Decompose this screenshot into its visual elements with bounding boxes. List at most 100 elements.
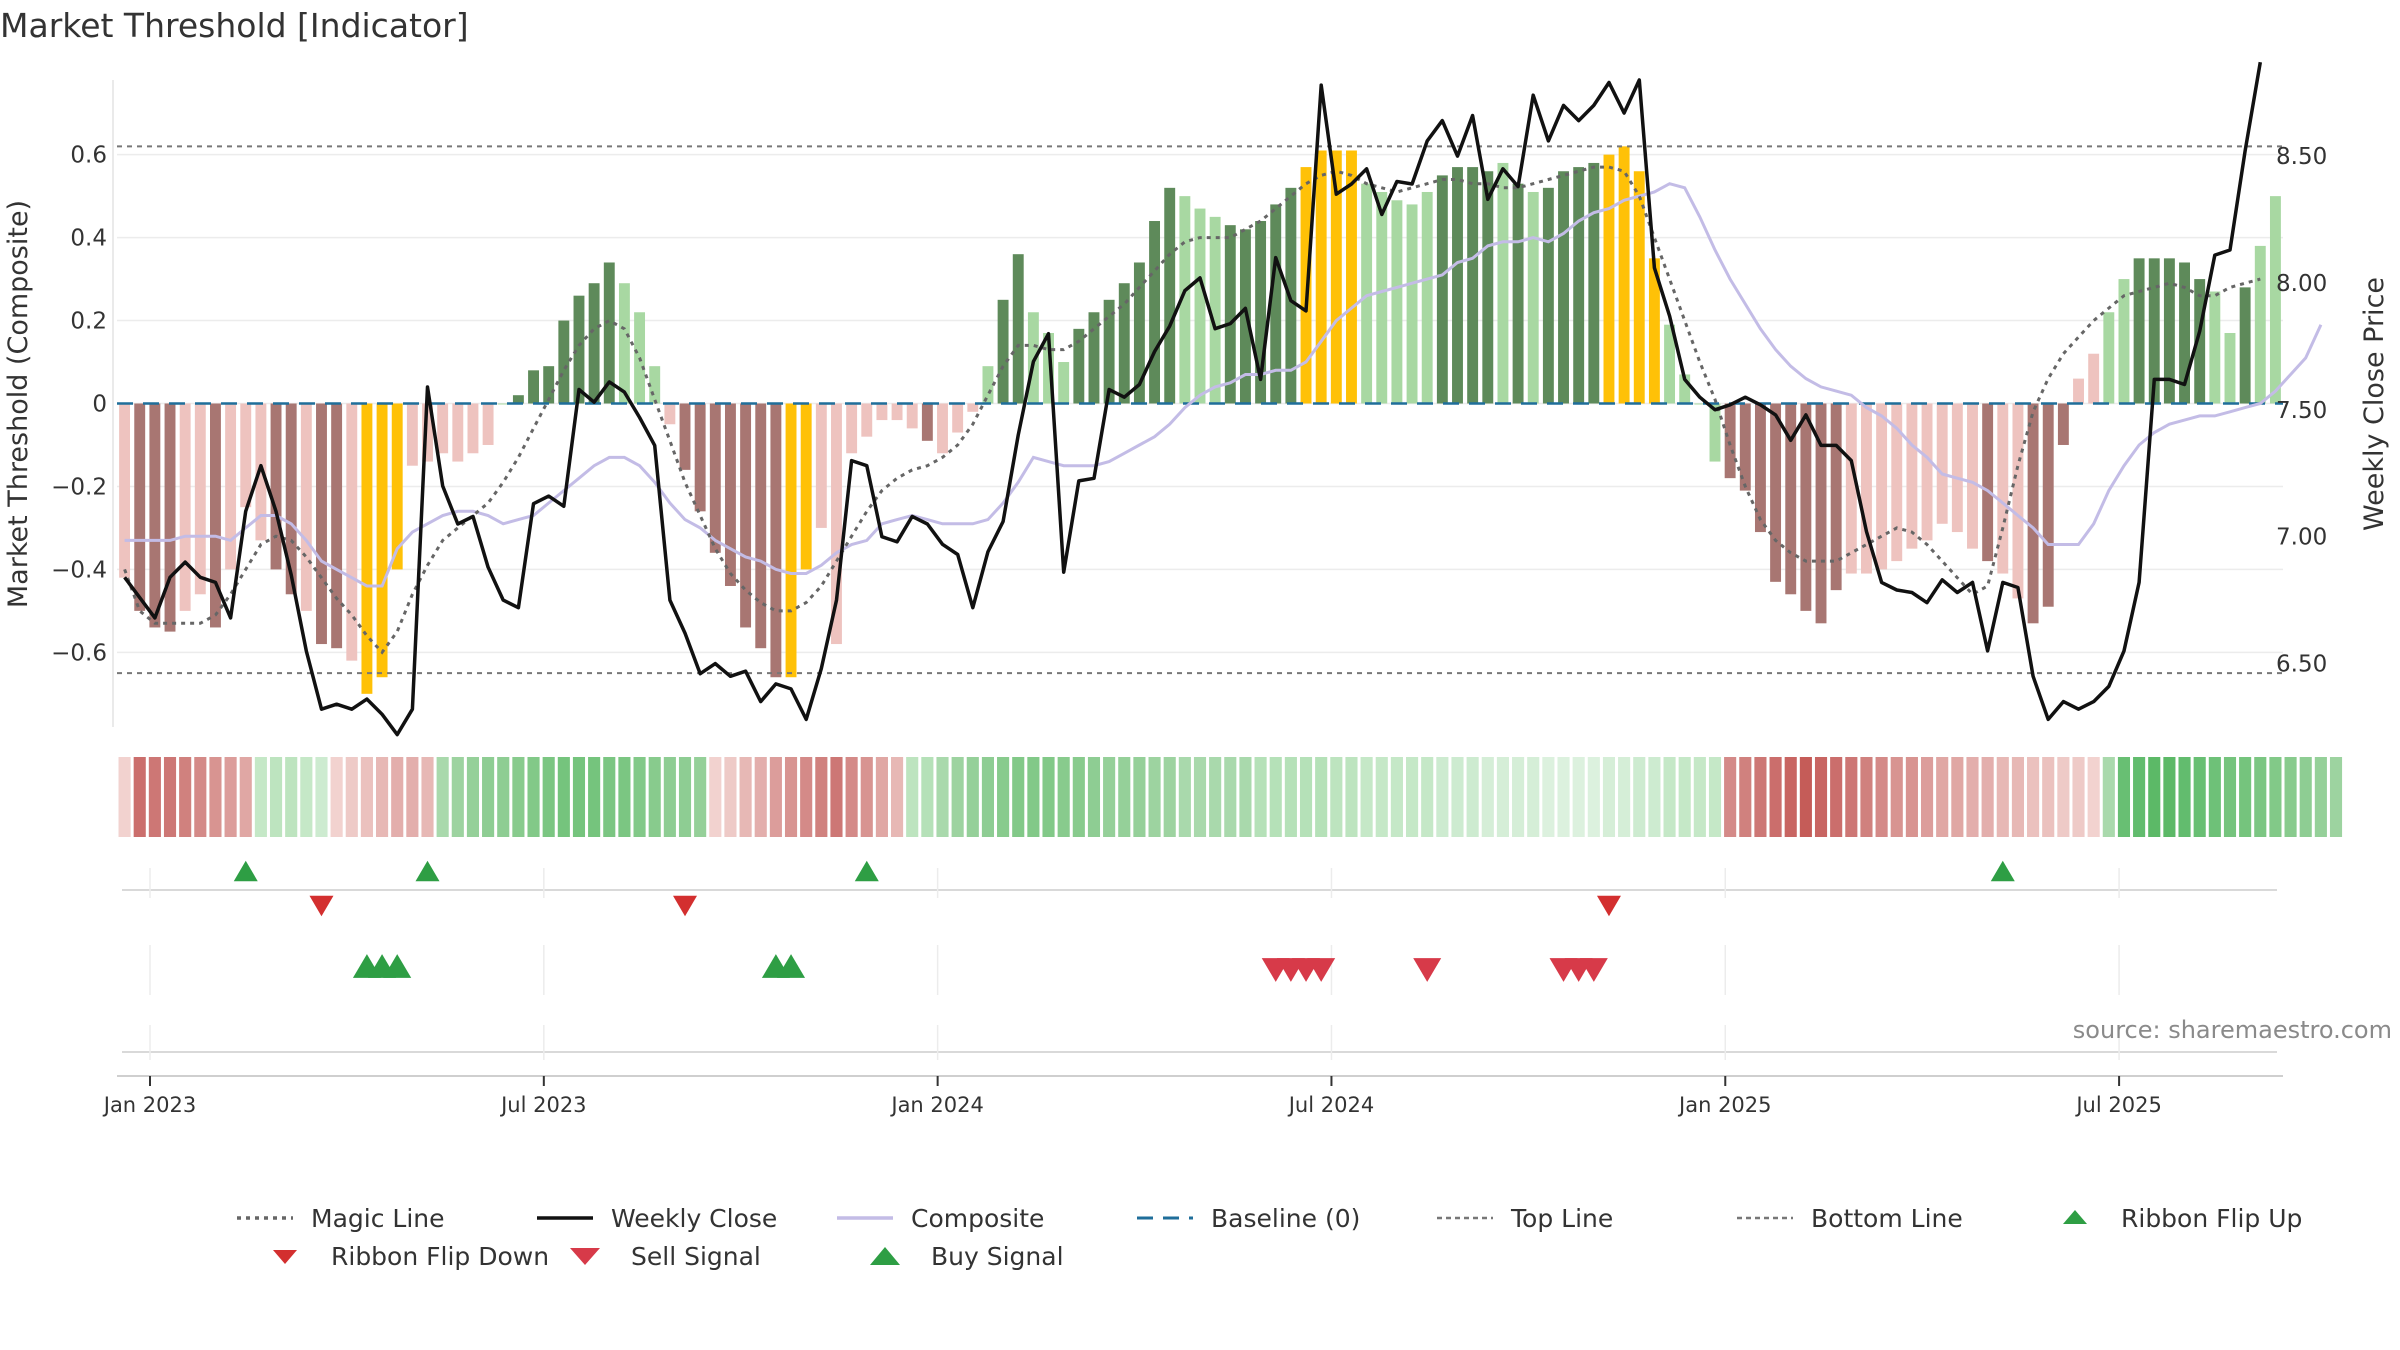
composite-bar <box>2209 291 2221 404</box>
composite-bar <box>2088 353 2100 404</box>
composite-line <box>124 182 2323 588</box>
composite-bar <box>194 403 206 595</box>
signal-rows <box>122 860 2277 1060</box>
y-tick-label-right: 8.50 <box>2276 144 2327 170</box>
ribbon-cell <box>1012 757 1025 837</box>
legend-item-baseline: Baseline (0) <box>1135 1200 1360 1236</box>
composite-bar <box>1921 403 1933 541</box>
y-tick-label-right: 8.00 <box>2276 271 2327 297</box>
ribbon-flip-up-marker <box>233 860 258 882</box>
ribbon-cell <box>1496 757 1509 837</box>
composite-bar <box>1694 403 1706 405</box>
legend-swatch-baseline <box>1137 1216 1193 1220</box>
composite-bar <box>2224 332 2236 404</box>
composite-bar <box>558 320 570 404</box>
ribbon-cell <box>2163 757 2176 837</box>
ribbon-cell <box>1390 757 1403 837</box>
x-tick-label: Jul 2024 <box>1287 1093 1374 1117</box>
ribbon-cell <box>239 757 252 837</box>
ribbon-cell <box>118 757 131 837</box>
ribbon-cell <box>300 757 313 837</box>
ribbon-cell <box>2011 757 2024 837</box>
ribbon-cell <box>875 757 888 837</box>
ribbon-cell <box>1936 757 1949 837</box>
composite-bar <box>225 403 237 570</box>
ribbon-flip-down-marker <box>673 895 698 917</box>
composite-bar <box>1876 403 1888 570</box>
composite-bar <box>1376 191 1388 404</box>
ribbon-strip <box>118 757 2343 837</box>
composite-bar <box>664 403 676 425</box>
composite-bar <box>2179 262 2190 404</box>
composite-bar <box>1724 403 1736 479</box>
composite-bar <box>528 370 539 404</box>
ribbon-cell <box>2269 757 2282 837</box>
composite-bar <box>588 283 600 404</box>
ribbon-cell <box>648 757 661 837</box>
composite-bar <box>1330 150 1342 404</box>
composite-bar <box>2133 258 2145 404</box>
ribbon-cell <box>2329 757 2343 837</box>
ribbon-cell <box>1633 757 1646 837</box>
composite-bar <box>1270 204 1282 404</box>
ribbon-cell <box>1481 757 1494 837</box>
composite-bar <box>1482 171 1494 404</box>
y-tick-label-left: 0.6 <box>70 143 107 169</box>
legend-item-composite: Composite <box>835 1200 1044 1236</box>
composite-bar <box>1739 403 1751 491</box>
sell-signal-marker <box>1307 958 1336 982</box>
ribbon-cell <box>1193 757 1207 837</box>
composite-bar <box>709 403 721 553</box>
composite-bar <box>1830 403 1842 591</box>
ribbon-cell <box>2208 757 2221 837</box>
composite-bar <box>1361 183 1373 404</box>
ribbon-cell <box>1512 757 1525 837</box>
ribbon-cell <box>1693 757 1706 837</box>
ribbon-cell <box>1118 757 1131 837</box>
ribbon-cell <box>1239 757 1252 837</box>
ribbon-cell <box>1966 757 1979 837</box>
ribbon-cell <box>406 757 419 837</box>
ribbon-cell <box>1209 757 1222 837</box>
composite-bar <box>1527 191 1539 404</box>
ribbon-cell <box>1375 757 1388 837</box>
composite-bar <box>1679 374 1691 404</box>
legend-swatch-flipdown <box>273 1250 297 1264</box>
ribbon-cell <box>1072 757 1085 837</box>
composite-bar <box>376 403 388 678</box>
ribbon-cell <box>1451 757 1464 837</box>
x-tick-label: Jul 2025 <box>2074 1093 2161 1117</box>
composite-bar <box>603 262 615 404</box>
composite-bar <box>967 403 979 412</box>
composite-bar <box>1421 191 1433 404</box>
y-tick-label-left: 0.4 <box>70 226 107 252</box>
legend-swatch-composite <box>837 1216 893 1220</box>
y-tick-label-left: 0.2 <box>70 309 107 335</box>
ribbon-cell <box>572 757 586 837</box>
magic-line <box>123 165 2261 655</box>
composite-bar <box>618 283 630 404</box>
ribbon-cell <box>466 757 480 837</box>
ribbon-cell <box>1981 757 1994 837</box>
legend-label: Buy Signal <box>931 1241 1064 1271</box>
composite-bar <box>149 403 161 628</box>
ribbon-cell <box>1739 757 1752 837</box>
composite-bar <box>300 403 312 611</box>
ribbon-cell <box>1466 757 1479 837</box>
y-tick-label-left: 0 <box>92 392 107 418</box>
composite-bar <box>1906 403 1918 549</box>
legend-label: Magic Line <box>311 1203 445 1233</box>
legend-item-top: Top Line <box>1435 1200 1613 1236</box>
ribbon-cell <box>224 757 237 837</box>
buy-signal-marker <box>383 954 412 978</box>
ribbon-cell <box>1345 757 1358 837</box>
legend-swatch-top <box>1437 1216 1493 1220</box>
composite-bar <box>452 403 464 462</box>
ribbon-cell <box>845 757 858 837</box>
ribbon-cell <box>1814 757 1828 837</box>
ribbon-cell <box>2057 757 2070 837</box>
axes: 0.6 0.4 0.2 0 −0.2 −0.4 −0.6 8.50 8.00 7.50 7.00 6.… <box>3 80 2390 727</box>
composite-bar <box>331 403 343 649</box>
composite-bars <box>119 146 2281 694</box>
ribbon-cell <box>148 757 161 837</box>
